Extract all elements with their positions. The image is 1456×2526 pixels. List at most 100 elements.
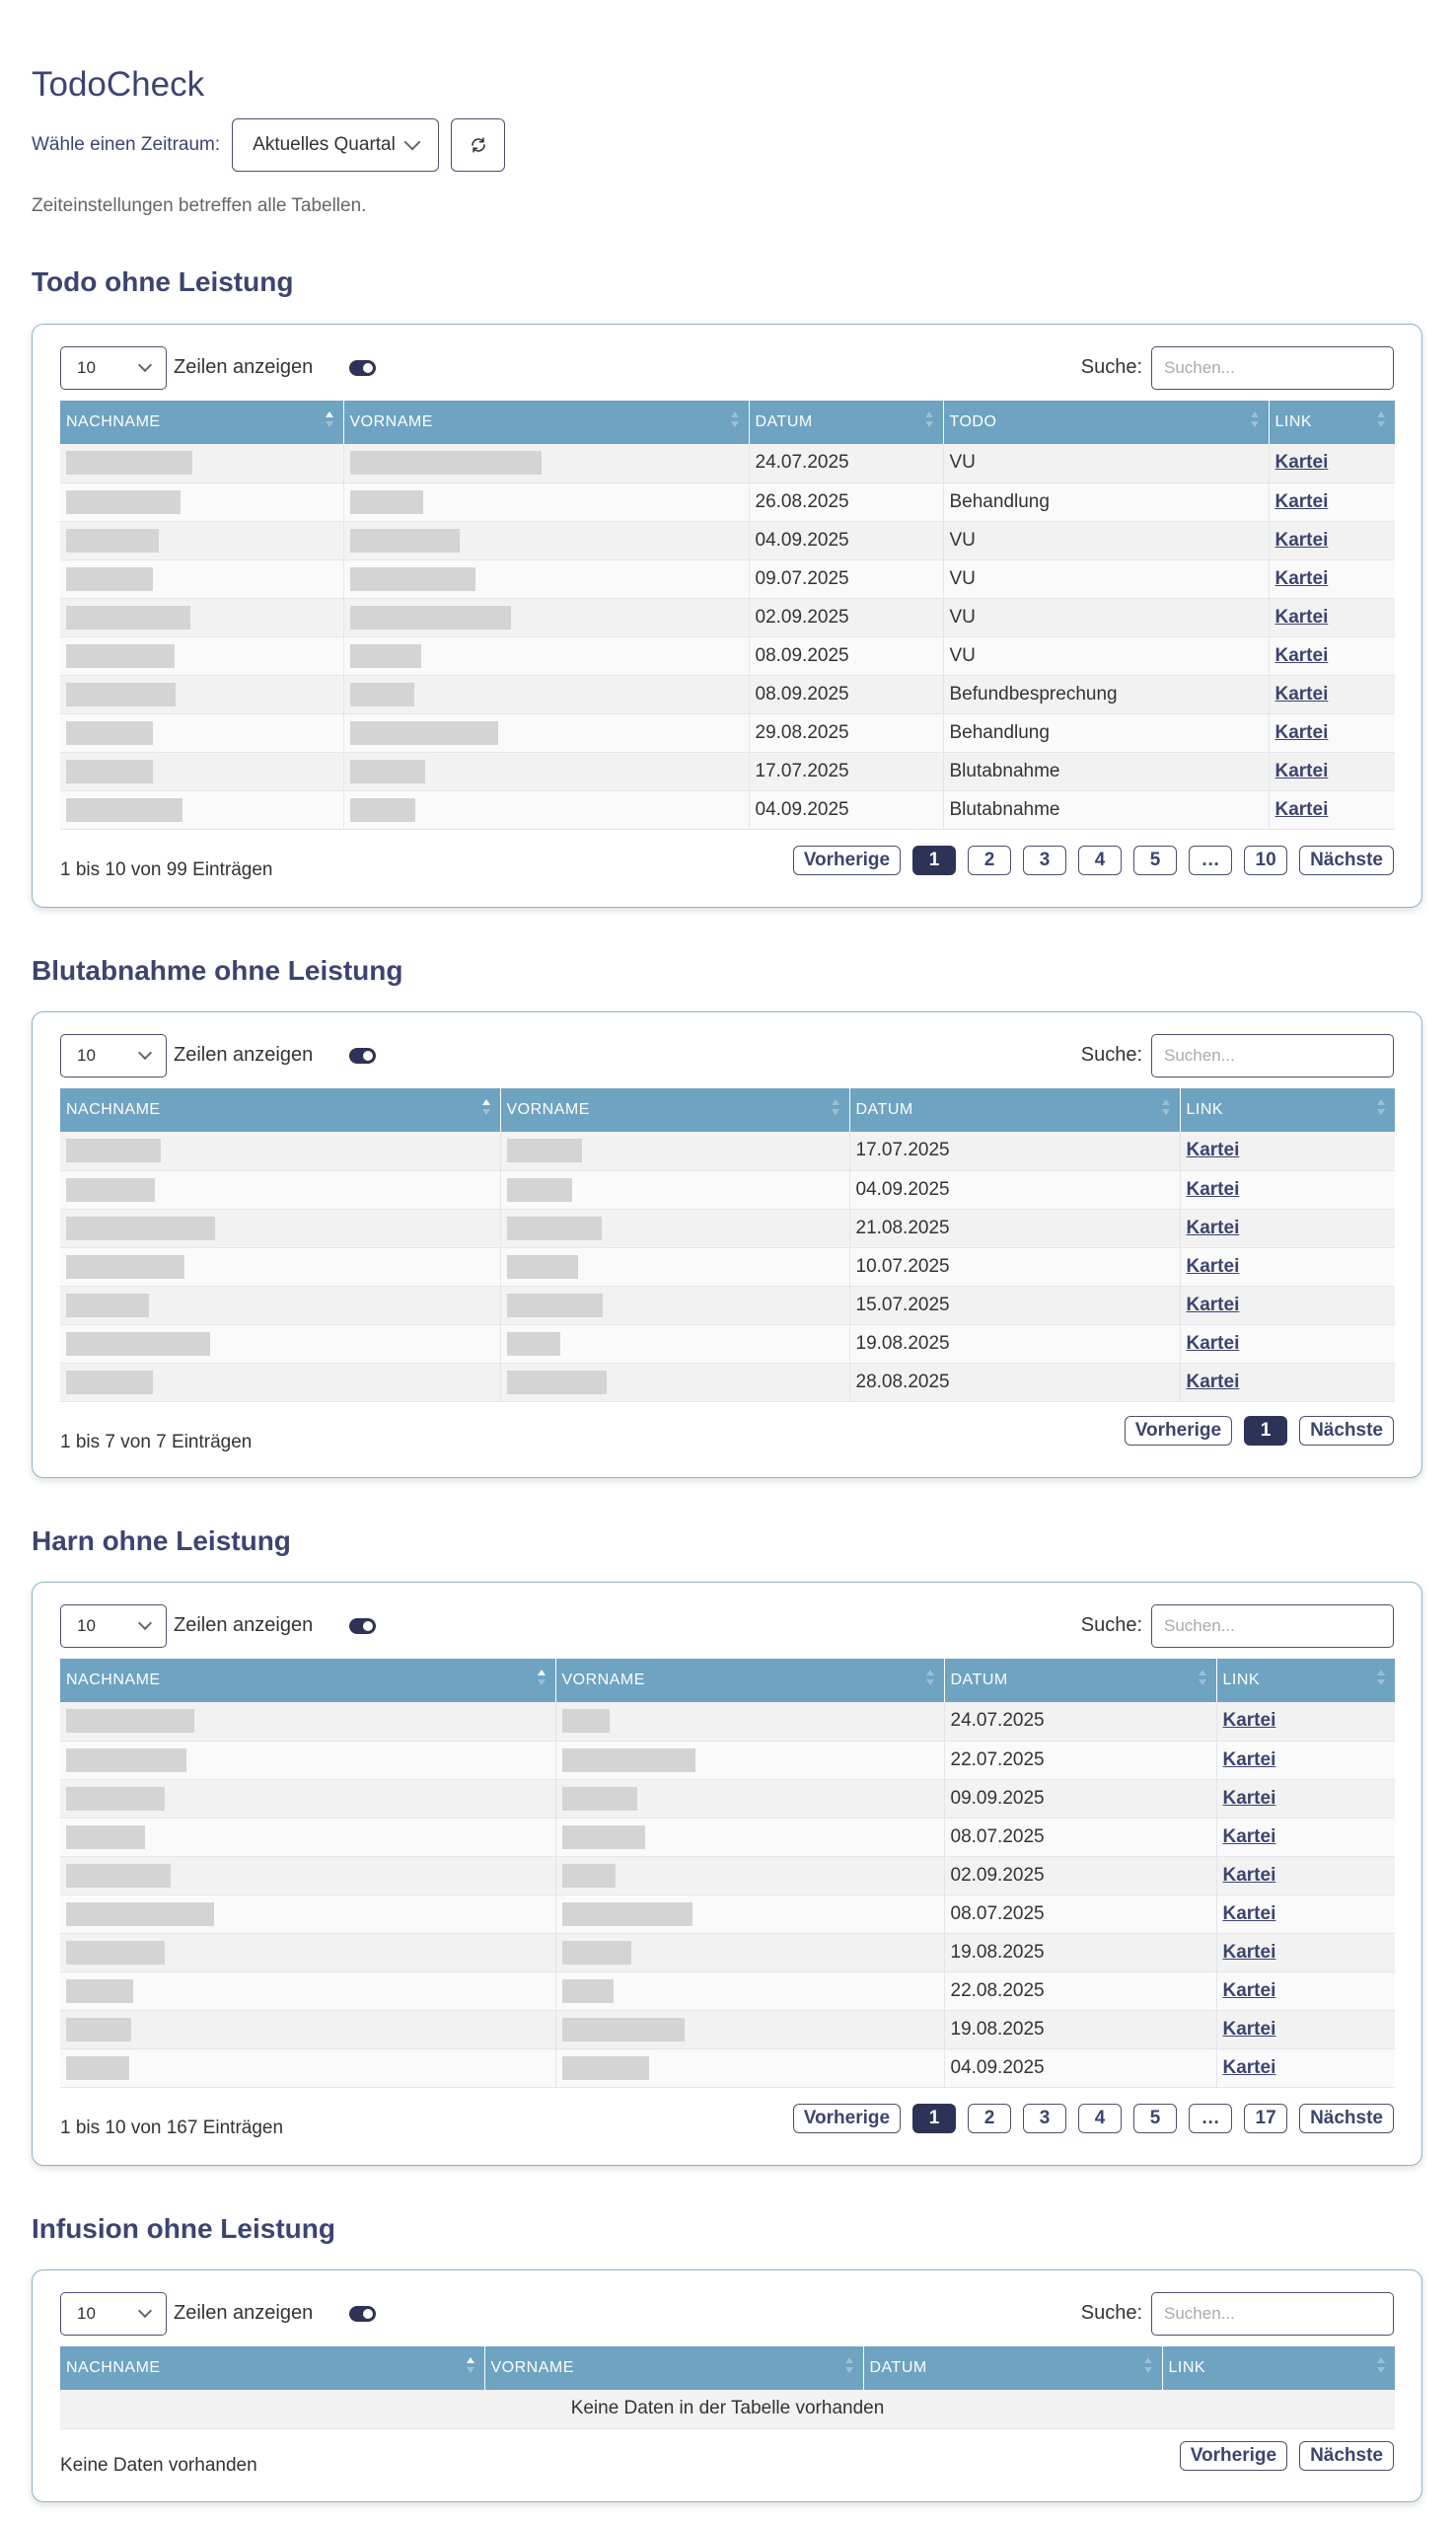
pagination-page-5[interactable]: 5 xyxy=(1133,2104,1178,2133)
redacted-name xyxy=(66,1940,165,1965)
header-label: LINK xyxy=(1222,1672,1261,1688)
kartei-link[interactable]: Kartei xyxy=(1186,1332,1240,1354)
kartei-link[interactable]: Kartei xyxy=(1222,1941,1276,1963)
column-header-nachname[interactable]: NACHNAME xyxy=(60,1088,501,1132)
search-input[interactable] xyxy=(1151,1604,1394,1648)
kartei-link[interactable]: Kartei xyxy=(1274,644,1329,666)
column-header-nachname[interactable]: NACHNAME xyxy=(60,2346,485,2390)
column-header-datum[interactable]: DATUM xyxy=(863,2346,1163,2390)
period-select[interactable]: Aktuelles Quartal xyxy=(232,118,440,172)
column-header-datum[interactable]: DATUM xyxy=(749,401,944,444)
pagination-page-2[interactable]: 2 xyxy=(968,2104,1012,2133)
rows-toggle[interactable] xyxy=(349,360,376,376)
column-header-vorname[interactable]: VORNAME xyxy=(500,1088,850,1132)
column-header-todo[interactable]: TODO xyxy=(943,401,1270,444)
redacted-name xyxy=(506,1216,602,1240)
pagination-page-3[interactable]: 3 xyxy=(1023,2104,1067,2133)
kartei-link[interactable]: Kartei xyxy=(1186,1217,1240,1238)
cell-datum: 19.08.2025 xyxy=(849,1324,1181,1364)
kartei-link[interactable]: Kartei xyxy=(1186,1294,1240,1315)
column-header-datum[interactable]: DATUM xyxy=(944,1659,1217,1702)
kartei-link[interactable]: Kartei xyxy=(1274,721,1329,743)
kartei-link[interactable]: Kartei xyxy=(1274,529,1329,551)
kartei-link[interactable]: Kartei xyxy=(1274,798,1329,820)
kartei-link[interactable]: Kartei xyxy=(1222,1902,1276,1924)
chevron-down-icon xyxy=(137,1615,153,1631)
column-header-nachname[interactable]: NACHNAME xyxy=(60,1659,556,1702)
column-header-datum[interactable]: DATUM xyxy=(849,1088,1181,1132)
column-header-link[interactable]: LINK xyxy=(1216,1659,1395,1702)
kartei-link[interactable]: Kartei xyxy=(1274,567,1329,589)
harn-table: NACHNAME VORNAME DATUM LINK 24.07.2025 Ka… xyxy=(60,1659,1395,2088)
blutabnahme-table: NACHNAME VORNAME DATUM LINK 17.07.2025 Ka… xyxy=(60,1088,1395,1402)
column-header-link[interactable]: LINK xyxy=(1180,1088,1395,1132)
kartei-link[interactable]: Kartei xyxy=(1222,2056,1276,2078)
sort-icon xyxy=(1377,1099,1385,1115)
column-header-link[interactable]: LINK xyxy=(1269,401,1395,444)
refresh-button[interactable] xyxy=(451,118,506,172)
sort-icon xyxy=(1377,2357,1385,2373)
column-header-vorname[interactable]: VORNAME xyxy=(484,2346,864,2390)
kartei-link[interactable]: Kartei xyxy=(1222,1787,1276,1809)
column-header-link[interactable]: LINK xyxy=(1162,2346,1395,2390)
page-length-select[interactable]: 10 xyxy=(60,1034,167,1077)
period-note: Zeiteinstellungen betreffen alle Tabelle… xyxy=(32,195,367,216)
search-input[interactable] xyxy=(1151,346,1394,390)
kartei-link[interactable]: Kartei xyxy=(1186,1140,1240,1161)
pagination-next[interactable]: Nächste xyxy=(1299,2441,1394,2471)
pagination-previous[interactable]: Vorherige xyxy=(792,846,902,875)
pagination-page-1[interactable]: 1 xyxy=(912,2104,957,2133)
column-header-vorname[interactable]: VORNAME xyxy=(555,1659,945,1702)
page-length-select[interactable]: 10 xyxy=(60,2292,167,2336)
pagination-next[interactable]: Nächste xyxy=(1299,2104,1394,2133)
page-length-select[interactable]: 10 xyxy=(60,1604,167,1648)
column-header-nachname[interactable]: NACHNAME xyxy=(60,401,344,444)
pagination-page-3[interactable]: 3 xyxy=(1023,846,1067,875)
kartei-link[interactable]: Kartei xyxy=(1186,1178,1240,1200)
kartei-link[interactable]: Kartei xyxy=(1222,1825,1276,1847)
pagination-next[interactable]: Nächste xyxy=(1299,1416,1394,1446)
kartei-link[interactable]: Kartei xyxy=(1222,2018,1276,2040)
section-title-todo: Todo ohne Leistung xyxy=(32,266,294,297)
page-length-select[interactable]: 10 xyxy=(60,346,167,390)
pagination-page-5[interactable]: 5 xyxy=(1133,846,1178,875)
redacted-name xyxy=(506,1331,560,1356)
pagination-page-last[interactable]: 17 xyxy=(1244,2104,1288,2133)
search-input[interactable] xyxy=(1151,1034,1394,1077)
table-row: 22.07.2025 Kartei xyxy=(60,1741,1395,1780)
kartei-link[interactable]: Kartei xyxy=(1274,452,1329,474)
pagination-page-1[interactable]: 1 xyxy=(1244,1416,1288,1446)
period-row: Wähle einen Zeitraum: Aktuelles Quartal xyxy=(32,118,506,172)
pagination-previous[interactable]: Vorherige xyxy=(1179,2441,1288,2471)
column-header-vorname[interactable]: VORNAME xyxy=(343,401,750,444)
kartei-link[interactable]: Kartei xyxy=(1274,683,1329,705)
kartei-link[interactable]: Kartei xyxy=(1274,606,1329,628)
pagination-page-2[interactable]: 2 xyxy=(968,846,1012,875)
pagination-page-1[interactable]: 1 xyxy=(912,846,957,875)
table-row: 04.09.2025 Kartei xyxy=(60,2048,1395,2088)
redacted-name xyxy=(66,1254,184,1279)
redacted-name xyxy=(506,1370,607,1394)
rows-toggle[interactable] xyxy=(349,1618,376,1634)
kartei-link[interactable]: Kartei xyxy=(1222,1864,1276,1886)
pagination-previous[interactable]: Vorherige xyxy=(792,2104,902,2133)
pagination-previous[interactable]: Vorherige xyxy=(1124,1416,1233,1446)
kartei-link[interactable]: Kartei xyxy=(1186,1255,1240,1277)
kartei-link[interactable]: Kartei xyxy=(1186,1371,1240,1392)
kartei-link[interactable]: Kartei xyxy=(1222,1979,1276,2001)
pagination-page-last[interactable]: 10 xyxy=(1244,846,1288,875)
rows-toggle[interactable] xyxy=(349,2306,376,2322)
kartei-link[interactable]: Kartei xyxy=(1274,490,1329,512)
kartei-link[interactable]: Kartei xyxy=(1222,1748,1276,1770)
rows-toggle[interactable] xyxy=(349,1048,376,1064)
redacted-name xyxy=(349,451,542,476)
search-input[interactable] xyxy=(1151,2292,1394,2336)
kartei-link[interactable]: Kartei xyxy=(1222,1710,1276,1732)
pagination-next[interactable]: Nächste xyxy=(1299,846,1394,875)
redacted-name xyxy=(66,682,176,706)
cell-datum: 19.08.2025 xyxy=(944,2010,1217,2049)
redacted-name xyxy=(349,759,425,783)
kartei-link[interactable]: Kartei xyxy=(1274,760,1329,781)
pagination-page-4[interactable]: 4 xyxy=(1078,2104,1123,2133)
pagination-page-4[interactable]: 4 xyxy=(1078,846,1123,875)
